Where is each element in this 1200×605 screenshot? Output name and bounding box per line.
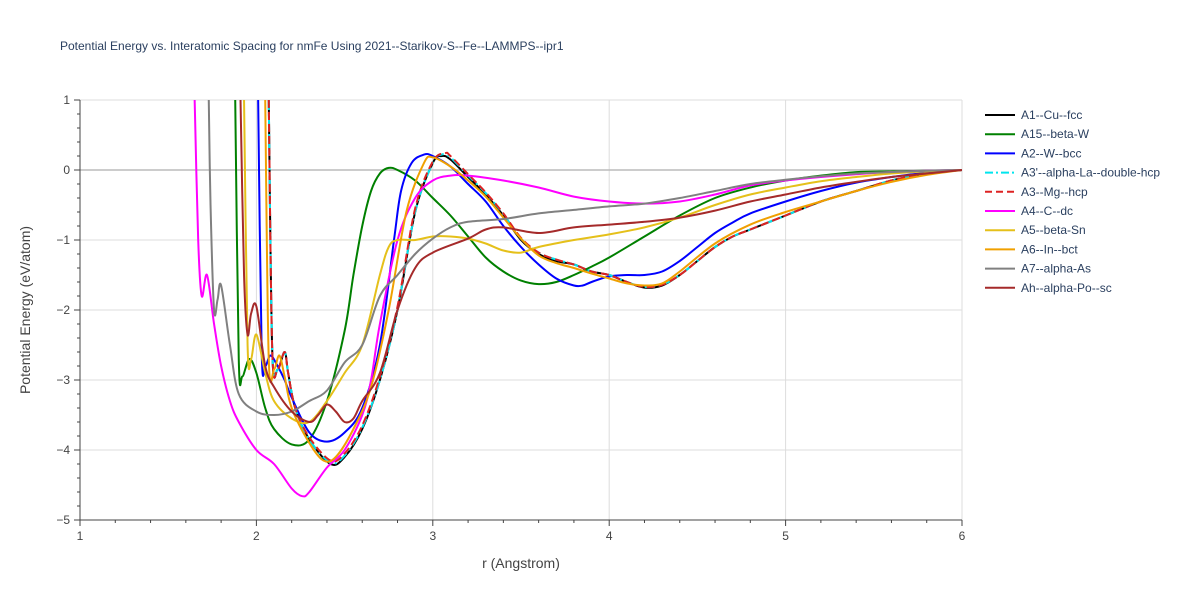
chart-title: Potential Energy vs. Interatomic Spacing… [60,39,564,53]
legend-label: A3--Mg--hcp [1021,185,1088,199]
series-line-a3-mg-hcp [267,100,962,463]
legend-label: A6--In--bct [1021,242,1078,256]
x-tick-label: 6 [959,529,966,543]
axis-layer: 1 2 3 4 5 6 1 0 −1 −2 −3 −4 −5 [56,93,965,543]
x-axis-label: r (Angstrom) [482,555,560,571]
series-line-ah-alpha-po-sc [239,100,962,424]
y-tick-label: −4 [56,443,70,457]
y-axis-label: Potential Energy (eV/atom) [17,226,33,394]
legend-label: A3'--alpha-La--double-hcp [1021,166,1160,180]
x-tick-label: 4 [606,529,613,543]
series-line-a3-alpha-la-double-hcp [267,100,962,465]
series-line-a1-cu-fcc [267,100,962,466]
series-line-a7-alpha-as [207,100,962,416]
x-tick-label: 5 [782,529,789,543]
legend-label: A2--W--bcc [1021,146,1081,160]
legend-label: A1--Cu--fcc [1021,108,1082,122]
y-tick-label: −5 [56,513,70,527]
legend-label: Ah--alpha-Po--sc [1021,281,1112,295]
y-tick-label: 1 [63,93,70,107]
series-line-a5-beta-sn [243,100,962,425]
legend-label: A7--alpha-As [1021,262,1091,276]
legend: A1--Cu--fcc A15--beta-W A2--W--bcc A3'--alp… [985,108,1160,295]
legend-label: A4--C--dc [1021,204,1073,218]
x-tick-label: 1 [77,529,84,543]
y-tick-label: −2 [56,303,70,317]
y-tick-label: 0 [63,163,70,177]
series-line-a4-c-dc [193,100,962,498]
x-tick-label: 3 [429,529,436,543]
series-line-a15-beta-w [234,100,962,447]
series-line-a2-w-bcc [257,100,962,443]
x-tick-label: 2 [253,529,260,543]
series-layer [193,100,962,498]
y-tick-label: −3 [56,373,70,387]
legend-label: A15--beta-W [1021,127,1090,141]
legend-label: A5--beta-Sn [1021,223,1086,237]
y-tick-label: −1 [56,233,70,247]
